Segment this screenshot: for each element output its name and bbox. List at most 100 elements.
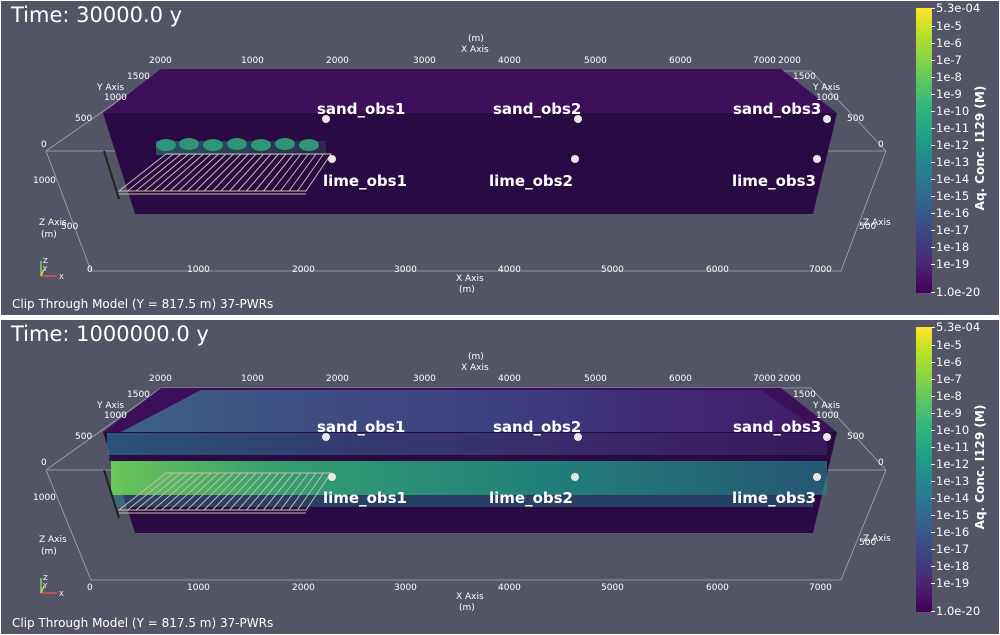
svg-text:7000: 7000 <box>809 583 832 593</box>
render-view-top[interactable]: sand_obs1 sand_obs2 sand_obs3 lime_obs1 … <box>1 1 999 315</box>
colorbar-title: Aq. Conc. I129 (M) <box>973 85 987 211</box>
axis-labels: (m) X Axis 1000 2000 3000 4000 5000 6000… <box>33 34 891 295</box>
repository-grid-line <box>152 153 197 192</box>
repository-grid-line <box>135 472 182 511</box>
x-axis-title-bottom: X Axis <box>456 592 484 602</box>
clip-caption: Clip Through Model (Y = 817.5 m) 37-PWRs <box>12 616 274 630</box>
svg-text:6000: 6000 <box>706 583 729 593</box>
obs-point-lime2 <box>571 155 579 163</box>
label-lime-obs1: lime_obs1 <box>323 489 407 507</box>
label-sand-obs3: sand_obs3 <box>733 100 821 118</box>
repository-grid-line <box>263 472 294 511</box>
x-axis-title-bottom: X Axis <box>456 274 484 284</box>
colorbar-min-label: 1.0e-20 <box>930 285 981 299</box>
svg-text:4000: 4000 <box>498 583 521 593</box>
label-lime-obs3: lime_obs3 <box>732 489 816 507</box>
svg-text:Z Axis: Z Axis <box>863 534 891 544</box>
repository-grid-line <box>169 153 212 192</box>
repository-grid-line <box>135 153 182 192</box>
label-lime-obs2: lime_obs2 <box>489 489 573 507</box>
x-axis-unit-top: (m) <box>468 34 484 44</box>
svg-text:1000: 1000 <box>187 583 210 593</box>
repository-grid-line <box>237 153 272 192</box>
svg-text:0: 0 <box>41 458 47 468</box>
x-axis-title-top: X Axis <box>461 45 489 55</box>
svg-text:2000: 2000 <box>292 583 315 593</box>
repository-grid-line <box>203 472 242 511</box>
repository-grid <box>103 469 332 519</box>
svg-text:1000: 1000 <box>33 176 56 186</box>
repository-grid-line <box>127 472 174 511</box>
svg-text:2000: 2000 <box>326 374 349 384</box>
svg-text:Z Axis: Z Axis <box>863 218 891 228</box>
observation-labels: sand_obs1 sand_obs2 sand_obs3 lime_obs1 … <box>317 100 821 190</box>
svg-text:1000: 1000 <box>816 93 839 103</box>
svg-text:5000: 5000 <box>601 583 624 593</box>
x-axis-title-top: X Axis <box>461 363 489 373</box>
colorbar-max-label: 5.3e-04 <box>930 1 981 15</box>
svg-text:Z Axis: Z Axis <box>39 535 67 545</box>
orientation-glyph: Z Y X <box>40 574 64 598</box>
repository-grid-line <box>152 472 197 511</box>
svg-text:0: 0 <box>878 458 884 468</box>
obs-point-sand2 <box>574 433 582 441</box>
svg-text:500: 500 <box>61 222 78 232</box>
svg-text:500: 500 <box>75 432 92 442</box>
repository-grid-line <box>297 472 324 511</box>
svg-text:1000: 1000 <box>33 493 56 503</box>
repository-grid-line <box>203 153 242 192</box>
label-sand-obs2: sand_obs2 <box>493 100 581 118</box>
svg-text:Y Axis: Y Axis <box>812 401 840 411</box>
observation-points <box>322 433 831 481</box>
svg-text:2000: 2000 <box>149 56 172 66</box>
obs-point-lime1 <box>328 155 336 163</box>
svg-text:1000: 1000 <box>187 265 210 275</box>
plume-top-face <box>121 390 821 432</box>
svg-text:X: X <box>59 273 64 281</box>
svg-text:1000: 1000 <box>241 56 264 66</box>
svg-text:0: 0 <box>87 265 93 275</box>
svg-text:6000: 6000 <box>669 56 692 66</box>
repository-grid-line <box>169 472 212 511</box>
domain-top-face <box>103 69 837 113</box>
repository-grid-line <box>254 153 287 192</box>
colorbar-max-label: 5.3e-04 <box>930 320 981 334</box>
svg-text:1000: 1000 <box>104 411 127 421</box>
repository-grid-line <box>161 153 204 192</box>
svg-text:X: X <box>59 590 64 598</box>
label-sand-obs1: sand_obs1 <box>317 100 405 118</box>
domain-front-face <box>103 113 837 214</box>
clip-caption: Clip Through Model (Y = 817.5 m) 37-PWRs <box>12 297 274 311</box>
svg-text:1500: 1500 <box>127 72 150 82</box>
label-lime-obs1: lime_obs1 <box>323 172 407 190</box>
axis-labels: (m) X Axis 1000 2000 3000 4000 5000 6000… <box>33 352 891 613</box>
label-lime-obs3: lime_obs3 <box>732 172 816 190</box>
repository-grid-line <box>237 472 272 511</box>
svg-text:(m): (m) <box>41 547 57 557</box>
repository-grid-line <box>288 472 317 511</box>
svg-text:5000: 5000 <box>584 56 607 66</box>
render-view-bottom[interactable]: sand_obs1 sand_obs2 sand_obs3 lime_obs1 … <box>1 320 999 634</box>
svg-text:3000: 3000 <box>413 374 436 384</box>
label-lime-obs2: lime_obs2 <box>489 172 573 190</box>
repository-grid-line <box>186 472 227 511</box>
repository-grid-line <box>178 153 219 192</box>
plume-late <box>107 433 829 507</box>
svg-text:6000: 6000 <box>669 374 692 384</box>
label-sand-obs3: sand_obs3 <box>733 418 821 436</box>
svg-text:2000: 2000 <box>778 56 801 66</box>
repository-grid-line <box>229 472 264 511</box>
obs-point-lime3 <box>813 155 821 163</box>
scene-3d[interactable]: sand_obs1 sand_obs2 sand_obs3 lime_obs1 … <box>1 1 999 315</box>
repository-grid-line <box>229 153 264 192</box>
observation-points <box>322 115 831 163</box>
orientation-glyph: Z Y X <box>40 257 64 281</box>
svg-text:1000: 1000 <box>104 93 127 103</box>
colorbar-gradient <box>916 327 932 612</box>
repository-grid-line <box>186 153 227 192</box>
label-sand-obs1: sand_obs1 <box>317 418 405 436</box>
scene-3d[interactable]: sand_obs1 sand_obs2 sand_obs3 lime_obs1 … <box>1 320 999 634</box>
svg-text:Y: Y <box>42 582 48 590</box>
x-axis-unit-top: (m) <box>468 352 484 362</box>
svg-text:7000: 7000 <box>809 265 832 275</box>
